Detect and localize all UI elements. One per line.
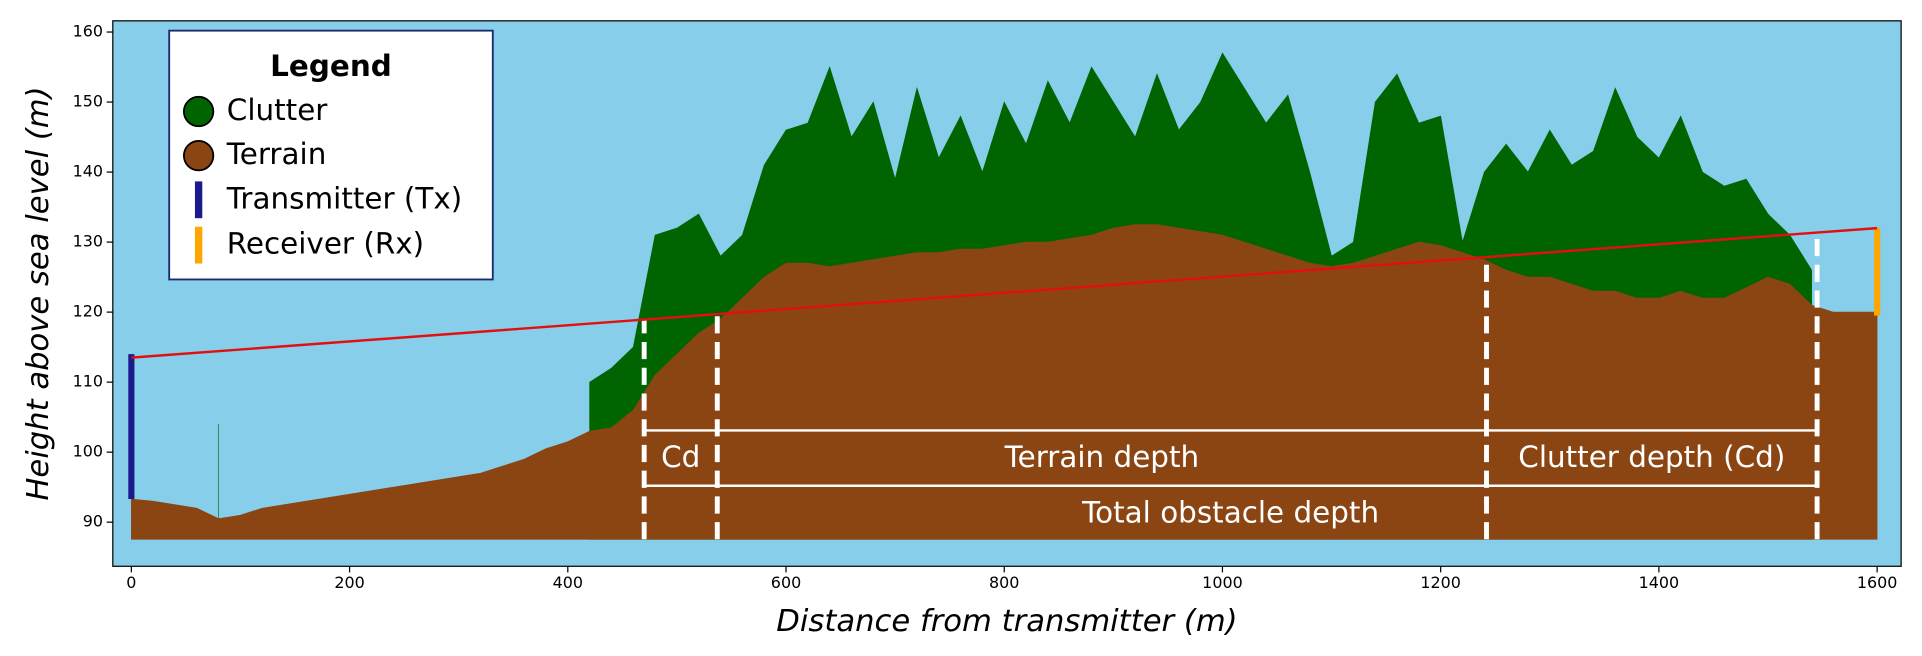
y-tick-label: 110 (73, 372, 103, 391)
x-tick-label: 1600 (1857, 573, 1898, 592)
annotation: Total obstacle depth (1081, 495, 1379, 529)
x-tick-label: 0 (126, 573, 136, 592)
legend-swatch (194, 181, 203, 219)
x-tick-label: 1000 (1202, 573, 1243, 592)
area-terrain (131, 224, 1878, 540)
legend-title: Legend (270, 49, 392, 83)
annotation: Cd (661, 440, 700, 474)
y-tick-label: 160 (73, 22, 103, 41)
legend-label: Clutter (227, 93, 328, 127)
legend-swatch (182, 95, 215, 128)
x-axis-label: Distance from transmitter (m) (776, 604, 1237, 639)
y-axis-label: Height above sea level (m) (21, 86, 56, 500)
legend-swatch (182, 140, 215, 172)
x-tick-label: 600 (771, 573, 801, 592)
legend-swatch (194, 226, 203, 264)
legend-box (168, 29, 494, 281)
x-tick-label: 1400 (1639, 573, 1680, 592)
y-tick-label: 120 (73, 302, 103, 321)
annotation: Terrain depth (1004, 440, 1200, 474)
line-of-sight (131, 226, 1878, 359)
legend-label: Transmitter (Tx) (226, 181, 462, 215)
plot-frame (112, 20, 1902, 567)
x-tick-label: 200 (334, 573, 364, 592)
y-tick-label: 90 (83, 512, 103, 531)
annotation: Clutter depth (Cd) (1518, 440, 1785, 474)
x-tick-label: 800 (989, 573, 1019, 592)
legend: Legend Clutter Terrain Transmitter (Tx) Rece… (168, 29, 494, 281)
y-tick-label: 100 (73, 442, 103, 461)
y-tick-label: 150 (73, 92, 103, 111)
legend-label: Receiver (Rx) (227, 227, 424, 261)
y-tick-label: 140 (73, 162, 103, 181)
legend-label: Terrain (226, 137, 327, 171)
x-tick-label: 1200 (1420, 573, 1461, 592)
x-tick-label: 400 (553, 573, 583, 592)
y-tick-label: 130 (73, 232, 103, 251)
